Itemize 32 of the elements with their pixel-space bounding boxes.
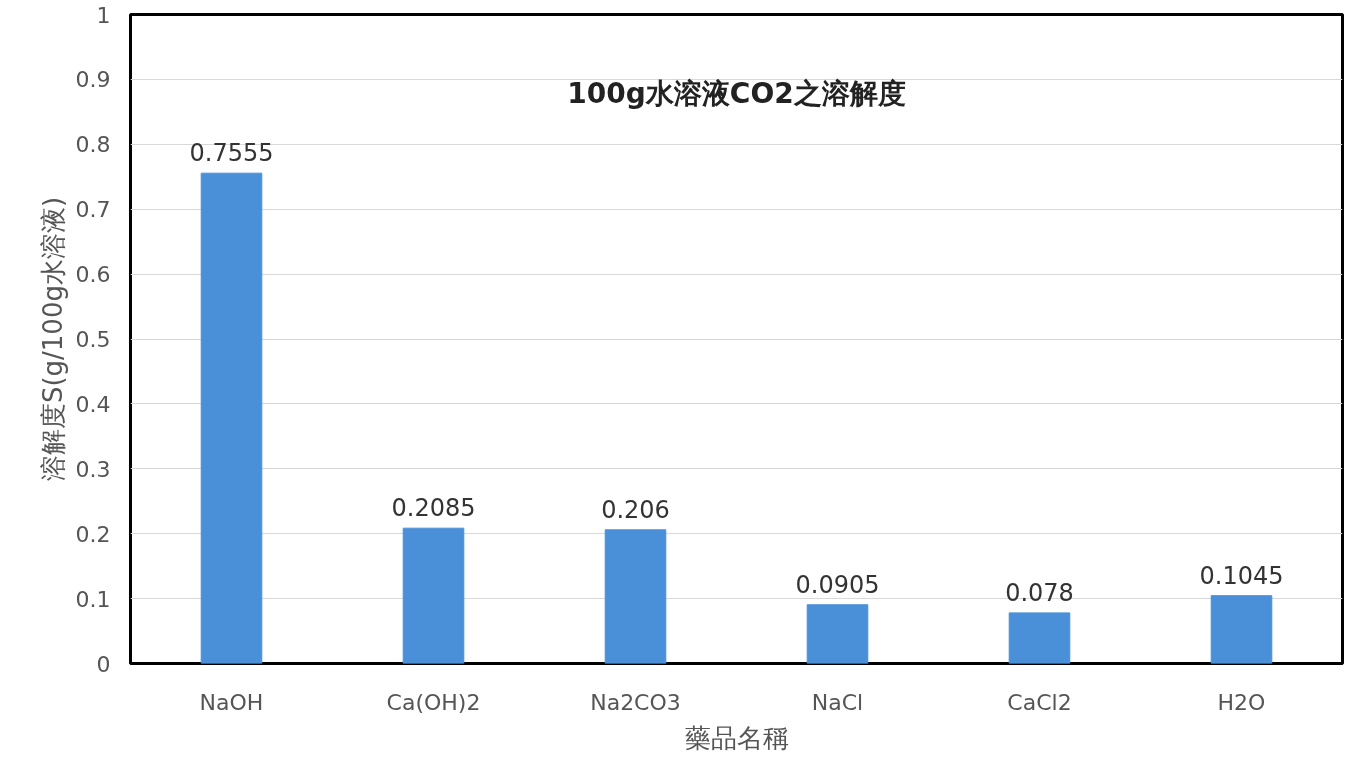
y-tick-label: 0.6 xyxy=(75,262,111,288)
y-tick-label: 0.1 xyxy=(75,586,111,612)
y-tick-label: 0.9 xyxy=(75,67,111,93)
x-tick-label: Na2CO3 xyxy=(590,689,681,715)
y-tick-label: 0.7 xyxy=(75,197,111,223)
data-label: 0.7555 xyxy=(189,139,274,168)
y-tick-label: 0.5 xyxy=(75,327,111,352)
y-tick-label: 0.4 xyxy=(75,391,111,417)
x-axis-title: 藥品名稱 xyxy=(684,722,789,753)
bar xyxy=(200,172,263,664)
data-label: 0.2085 xyxy=(391,494,476,523)
y-tick-label: 0.2 xyxy=(75,521,111,547)
text: 100g水溶液CO2之溶解度 xyxy=(567,76,906,110)
bar xyxy=(806,604,869,664)
x-tick-label: Ca(OH)2 xyxy=(386,689,481,715)
y-tick-label: 0.8 xyxy=(75,132,111,158)
data-label: 0.078 xyxy=(1005,578,1074,607)
y-tick-label: 1 xyxy=(96,2,111,28)
bar xyxy=(402,527,465,664)
x-tick-label: NaCl xyxy=(811,689,864,715)
bar xyxy=(1008,612,1071,664)
y-axis-title: 溶解度S(g/100g水溶液) xyxy=(37,196,68,482)
y-tick-label: 0 xyxy=(96,651,111,677)
x-tick-label: H2O xyxy=(1217,689,1266,715)
bar xyxy=(604,529,667,664)
data-label: 0.0905 xyxy=(795,570,880,599)
data-label: 0.206 xyxy=(601,495,670,524)
data-label: 0.1045 xyxy=(1199,561,1284,590)
bar xyxy=(1210,595,1273,664)
x-tick-label: CaCl2 xyxy=(1007,689,1072,715)
x-tick-label: NaOH xyxy=(199,689,264,715)
y-tick-label: 0.3 xyxy=(75,456,111,482)
